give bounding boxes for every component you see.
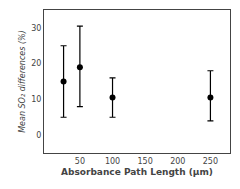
svg-text:200: 200 xyxy=(170,157,185,166)
svg-text:10: 10 xyxy=(31,95,41,104)
svg-text:100: 100 xyxy=(105,157,120,166)
svg-text:50: 50 xyxy=(75,157,85,166)
svg-text:20: 20 xyxy=(31,59,41,68)
svg-text:Mean SO₂ differences (%): Mean SO₂ differences (%) xyxy=(18,30,27,133)
svg-text:150: 150 xyxy=(138,157,153,166)
svg-text:30: 30 xyxy=(31,24,41,33)
svg-text:0: 0 xyxy=(36,131,41,140)
svg-text:250: 250 xyxy=(203,157,218,166)
svg-text:Absorbance Path Length (μm): Absorbance Path Length (μm) xyxy=(61,167,213,177)
